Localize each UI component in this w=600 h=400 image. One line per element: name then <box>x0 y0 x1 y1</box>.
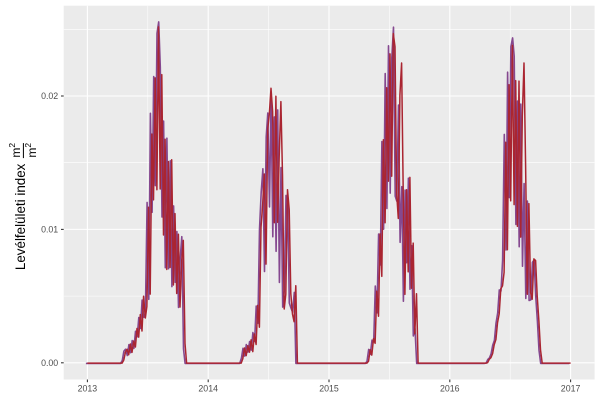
svg-text:0.01: 0.01 <box>41 225 58 235</box>
svg-text:2017: 2017 <box>561 383 581 393</box>
svg-text:2014: 2014 <box>198 383 218 393</box>
svg-text:2016: 2016 <box>440 383 460 393</box>
svg-text:2015: 2015 <box>319 383 339 393</box>
svg-text:0.00: 0.00 <box>41 358 58 368</box>
svg-text:0.02: 0.02 <box>41 91 58 101</box>
svg-text:2013: 2013 <box>78 383 98 393</box>
